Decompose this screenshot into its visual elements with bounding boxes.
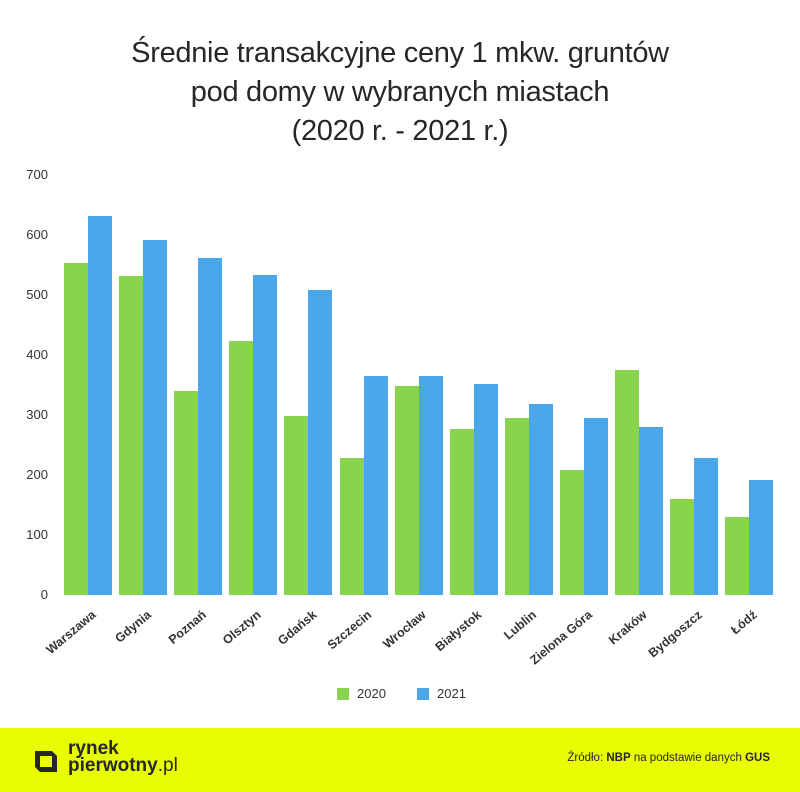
x-tick-label: Olsztyn [220, 607, 264, 648]
legend-label-2021: 2021 [437, 686, 466, 701]
y-tick-label: 700 [26, 167, 48, 182]
bar-2021 [639, 427, 663, 595]
x-tick-label: Gdynia [112, 607, 154, 646]
logo-suffix: .pl [157, 755, 178, 776]
y-tick-label: 600 [26, 227, 48, 242]
bar-2021 [749, 479, 774, 595]
bar-2020 [174, 391, 199, 595]
x-tick-label: Lublin [501, 607, 540, 643]
y-tick-label: 100 [26, 527, 48, 542]
legend-label-2020: 2020 [357, 686, 386, 701]
bar-2021 [88, 215, 112, 595]
footer-bar: rynek pierwotny.pl Źródło: NBP na podsta… [0, 728, 800, 792]
y-tick-label: 500 [26, 287, 48, 302]
y-tick-label: 300 [26, 407, 48, 422]
bar-2021 [694, 458, 719, 595]
bar-2020 [559, 470, 584, 595]
x-tick-label: Poznań [165, 607, 209, 647]
legend-swatch-2020 [337, 688, 349, 700]
bar-2020 [504, 418, 529, 595]
source-gus: GUS [745, 752, 770, 764]
bar-2021 [253, 275, 278, 595]
logo-icon [35, 751, 57, 772]
x-tick-label: Wrocław [380, 607, 430, 652]
logo-line-1: rynek [68, 738, 119, 759]
bar-2020 [615, 370, 639, 595]
bar-2021 [528, 404, 553, 595]
x-tick-label: Białystok [432, 607, 485, 655]
bar-2020 [394, 386, 419, 595]
y-tick-label: 200 [26, 467, 48, 482]
bar-2020 [339, 458, 364, 595]
source-middle: na podstawie danych [630, 752, 746, 764]
x-tick-label: Gdańsk [274, 607, 319, 648]
bar-2020 [284, 416, 309, 595]
x-tick-label: Kraków [605, 607, 650, 648]
source-note: Źródło: NBP na podstawie danych GUS [567, 752, 770, 764]
bar-2020 [725, 517, 750, 595]
x-tick-label: Warszawa [43, 607, 99, 657]
x-tick-label: Bydgoszcz [645, 607, 705, 661]
bar-2021 [583, 418, 608, 595]
bar-2021 [308, 290, 333, 595]
bar-2021 [198, 257, 223, 595]
title-line-3: (2020 r. - 2021 r.) [291, 115, 509, 147]
bar-2020 [119, 275, 144, 595]
bar-2021 [473, 383, 498, 595]
logo-text: rynek pierwotny.pl [68, 738, 178, 776]
x-tick-label: Łódź [728, 607, 760, 638]
legend-swatch-2021 [417, 688, 429, 700]
title-line-2: pod domy w wybranych miastach [190, 76, 610, 108]
x-tick-label: Szczecin [324, 607, 374, 653]
bar-2020 [229, 341, 254, 595]
bar-2021 [363, 376, 388, 595]
bar-2020 [670, 499, 695, 595]
chart-title: Średnie transakcyjne ceny 1 mkw. gruntów… [0, 34, 800, 151]
bar-2021 [418, 376, 443, 595]
title-line-1: Średnie transakcyjne ceny 1 mkw. gruntów [131, 37, 669, 69]
y-tick-label: 0 [40, 587, 48, 602]
source-nbp: NBP [606, 752, 631, 764]
bar-2020 [449, 428, 474, 595]
y-tick-label: 400 [26, 347, 48, 362]
bar-2020 [64, 263, 88, 595]
bar-2021 [143, 239, 168, 595]
logo-line-2: pierwotny [68, 755, 158, 776]
source-prefix: Źródło: [567, 752, 607, 764]
